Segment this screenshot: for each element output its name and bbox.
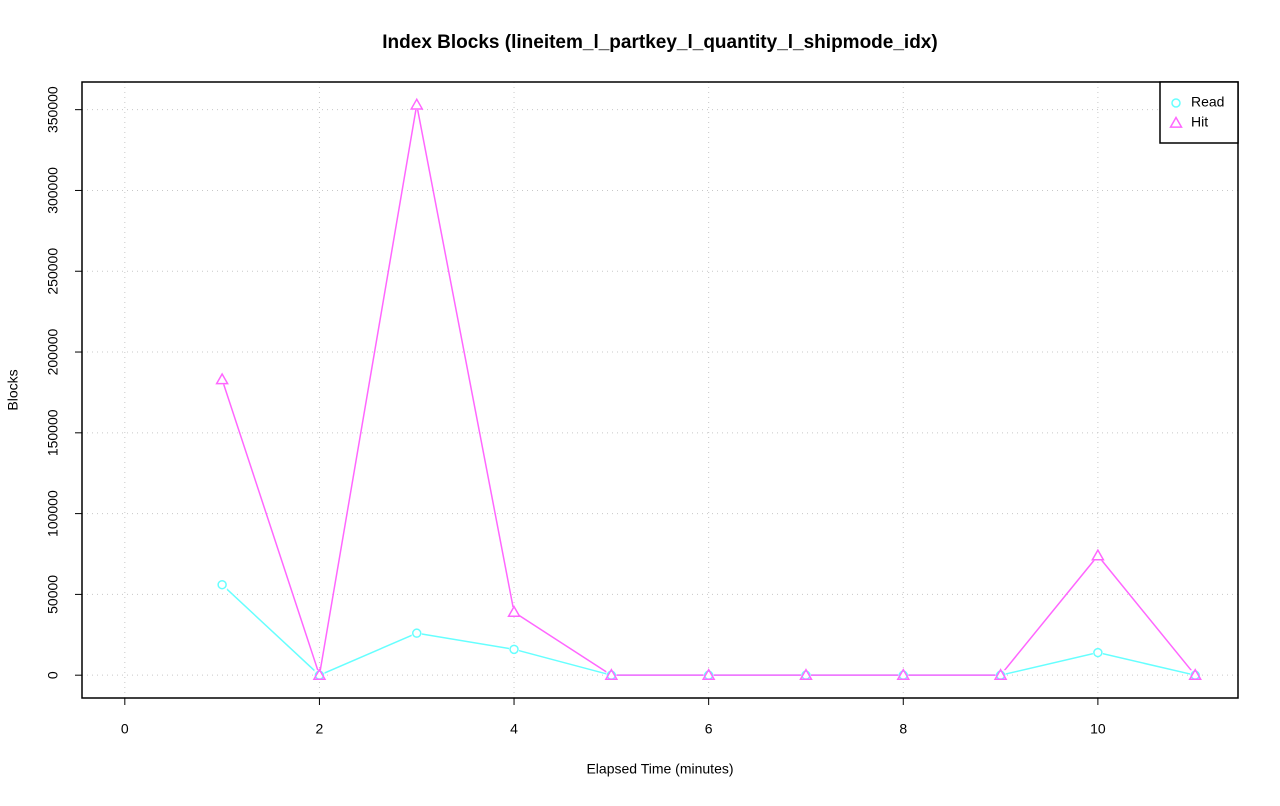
x-tick-label: 2 xyxy=(316,721,324,737)
marker-gap xyxy=(1190,670,1201,681)
point-marker xyxy=(896,668,911,681)
legend-marker xyxy=(1171,98,1181,108)
y-tick-label: 250000 xyxy=(45,248,61,295)
point-marker xyxy=(701,668,716,681)
marker-gap xyxy=(509,644,520,655)
y-tick-label: 300000 xyxy=(45,167,61,214)
point-marker xyxy=(604,668,619,681)
x-tick-label: 6 xyxy=(705,721,713,737)
y-tick-label: 100000 xyxy=(45,490,61,537)
x-tick-label: 8 xyxy=(899,721,907,737)
legend-marker xyxy=(1169,115,1183,128)
legend-label: Hit xyxy=(1191,114,1208,130)
marker-gap xyxy=(1092,550,1103,561)
point-marker xyxy=(509,644,519,655)
marker-gap xyxy=(314,670,325,681)
point-marker xyxy=(507,605,521,618)
x-tick-label: 4 xyxy=(510,721,518,737)
point-marker xyxy=(1188,668,1202,681)
marker-gap xyxy=(411,628,422,639)
marker-gap xyxy=(1092,647,1103,658)
y-axis-title: Blocks xyxy=(5,369,21,410)
marker-gap xyxy=(509,607,520,618)
point-marker xyxy=(1093,647,1103,658)
marker-gap xyxy=(217,579,228,590)
point-marker xyxy=(409,97,424,110)
y-tick-label: 0 xyxy=(45,671,61,679)
legend-label: Read xyxy=(1191,94,1224,110)
x-tick-label: 0 xyxy=(121,721,129,737)
point-marker xyxy=(215,372,229,385)
point-marker xyxy=(217,579,227,590)
x-axis-title: Elapsed Time (minutes) xyxy=(586,761,733,777)
marker-gap xyxy=(800,670,811,681)
marker-gap xyxy=(217,374,228,385)
marker-gap xyxy=(606,670,617,681)
marker-gap xyxy=(411,99,422,110)
point-marker xyxy=(312,668,327,681)
point-marker xyxy=(1091,548,1105,561)
point-marker xyxy=(993,668,1008,681)
y-tick-label: 350000 xyxy=(45,86,61,133)
y-tick-label: 50000 xyxy=(45,575,61,614)
plot-border xyxy=(81,81,1239,699)
y-tick-label: 200000 xyxy=(45,328,61,375)
point-marker xyxy=(411,628,422,638)
y-tick-label: 150000 xyxy=(45,409,61,456)
legend-box xyxy=(1159,81,1239,144)
marker-gap xyxy=(995,670,1006,681)
x-tick-label: 10 xyxy=(1090,721,1106,737)
marker-gap xyxy=(898,670,909,681)
point-marker xyxy=(799,668,813,681)
marker-gap xyxy=(703,670,714,681)
chart-title: Index Blocks (lineitem_l_partkey_l_quant… xyxy=(382,32,937,53)
